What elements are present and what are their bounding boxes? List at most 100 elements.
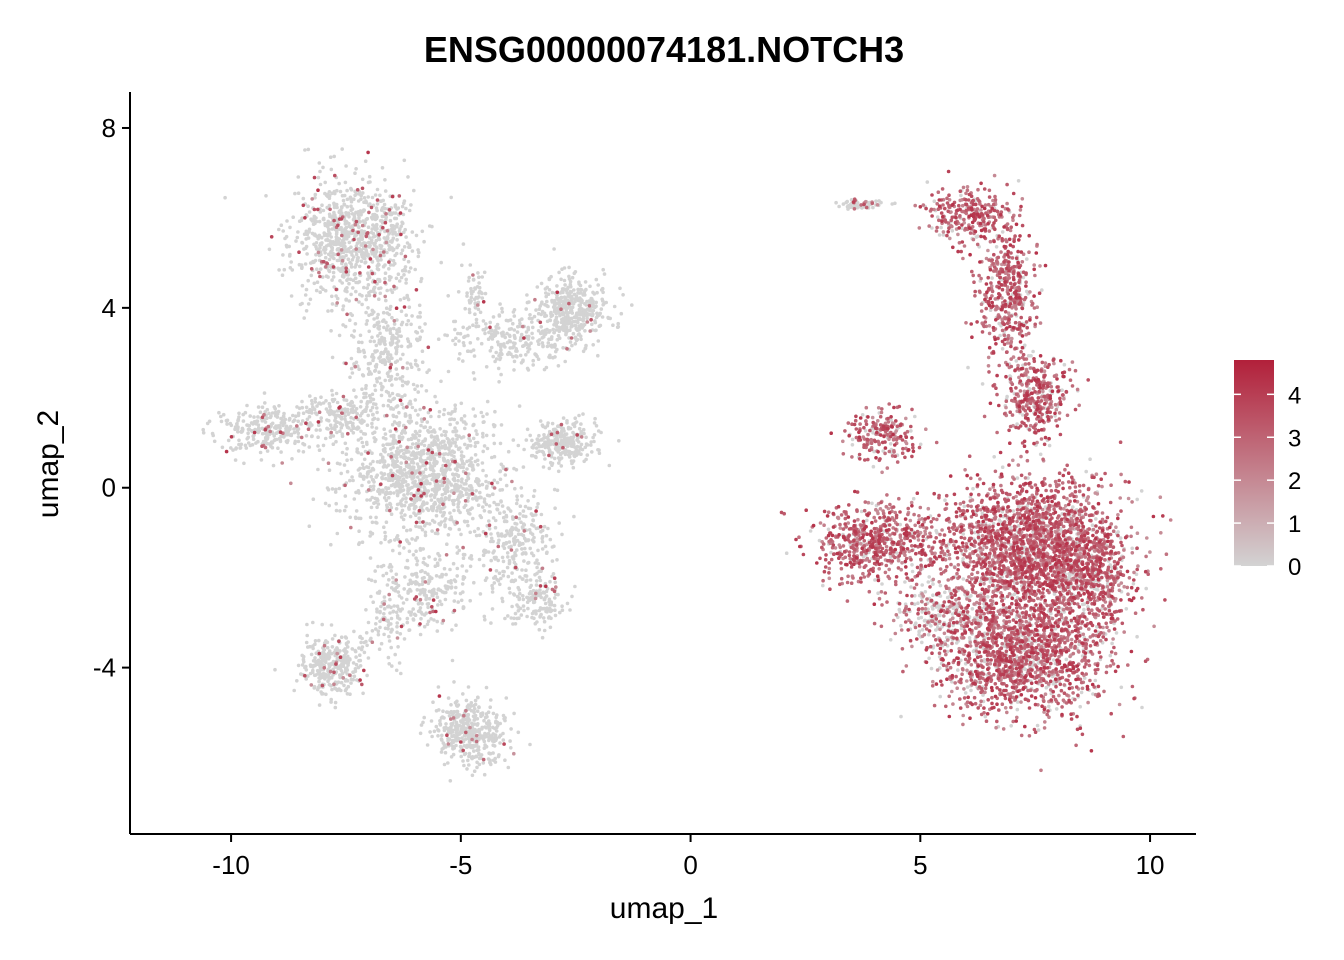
cell-point xyxy=(567,291,572,296)
cell-point xyxy=(553,506,557,511)
cell-point xyxy=(516,609,521,613)
cell-point xyxy=(450,658,455,663)
cell-point xyxy=(588,284,592,289)
cell-point xyxy=(285,219,289,223)
cell-point xyxy=(260,405,265,410)
cell-point xyxy=(434,724,439,729)
cell-point xyxy=(472,580,476,585)
cell-point xyxy=(528,578,533,582)
cell-point xyxy=(436,588,441,592)
cell-point xyxy=(484,433,489,438)
cell-point xyxy=(313,656,317,660)
cell-point xyxy=(328,155,333,159)
cell-point xyxy=(400,379,405,383)
cell-point xyxy=(563,448,568,452)
cell-point xyxy=(569,325,573,329)
cell-point xyxy=(370,520,375,525)
cell-point xyxy=(530,331,534,336)
cell-point xyxy=(364,440,369,445)
cell-point xyxy=(573,452,577,457)
cell-point xyxy=(329,683,333,688)
cell-point xyxy=(393,261,397,266)
cell-point xyxy=(247,424,252,428)
cell-point xyxy=(512,359,517,364)
cell-point xyxy=(345,188,349,193)
cell-point xyxy=(402,546,406,550)
cell-point xyxy=(226,438,231,443)
cell-point xyxy=(465,349,470,354)
cell-point xyxy=(409,322,413,327)
cell-point xyxy=(448,779,453,783)
cell-point xyxy=(449,195,454,200)
cell-point xyxy=(516,443,521,448)
cell-point xyxy=(383,349,387,354)
cell-point xyxy=(304,309,309,313)
cell-point xyxy=(449,515,454,519)
cell-point xyxy=(508,739,512,743)
cell-point xyxy=(388,353,393,357)
cell-point xyxy=(462,763,466,768)
cell-point xyxy=(440,715,445,719)
cell-point xyxy=(317,448,322,453)
cell-point xyxy=(349,225,353,230)
cell-point xyxy=(283,236,287,241)
cell-point xyxy=(573,342,578,346)
cell-point xyxy=(331,270,336,275)
cell-point xyxy=(384,486,388,490)
cell-point xyxy=(540,300,544,305)
cell-point xyxy=(326,238,331,243)
cell-point xyxy=(399,309,404,314)
cell-point xyxy=(568,340,573,344)
cell-point xyxy=(423,467,428,472)
cell-point xyxy=(529,583,533,588)
cell-point xyxy=(394,346,398,350)
cell-point xyxy=(482,444,487,448)
cell-point xyxy=(370,195,375,200)
cell-point xyxy=(349,231,354,236)
cell-point xyxy=(436,603,440,607)
cell-point xyxy=(567,265,571,270)
cell-point xyxy=(374,249,379,254)
cell-point xyxy=(420,569,424,573)
cell-point xyxy=(469,708,474,713)
cell-point xyxy=(370,260,375,264)
cell-point xyxy=(335,461,340,466)
cell-point xyxy=(340,238,345,243)
cell-point xyxy=(377,237,382,242)
cell-point xyxy=(398,357,403,361)
cell-point xyxy=(400,204,405,209)
cell-point xyxy=(526,499,530,503)
cell-point xyxy=(506,352,510,357)
cell-point xyxy=(323,674,328,678)
cell-point xyxy=(576,287,580,292)
cell-point xyxy=(323,288,328,293)
cell-point xyxy=(317,253,322,258)
cell-point xyxy=(501,713,506,718)
cell-point xyxy=(518,591,522,596)
cell-point xyxy=(518,353,523,358)
cell-point xyxy=(300,419,305,423)
cell-point xyxy=(579,288,584,292)
cell-point xyxy=(381,465,386,469)
cell-point xyxy=(539,312,543,317)
cell-point xyxy=(491,354,496,359)
cell-point xyxy=(384,520,389,524)
cell-point xyxy=(409,467,414,472)
cell-point xyxy=(424,611,429,615)
cell-point xyxy=(338,279,342,283)
cell-point xyxy=(351,478,355,483)
cell-point xyxy=(525,614,529,619)
cell-point xyxy=(525,293,529,297)
cell-point xyxy=(246,441,251,445)
cell-point xyxy=(340,423,345,427)
cell-point xyxy=(341,228,346,233)
cell-point xyxy=(281,229,286,233)
cell-point xyxy=(383,276,387,281)
cell-point xyxy=(357,542,361,547)
cell-point xyxy=(358,516,363,521)
cell-point xyxy=(305,252,309,256)
cell-point xyxy=(369,578,374,583)
cell-point xyxy=(362,253,366,257)
cell-point xyxy=(323,247,328,252)
cell-point xyxy=(342,398,347,402)
